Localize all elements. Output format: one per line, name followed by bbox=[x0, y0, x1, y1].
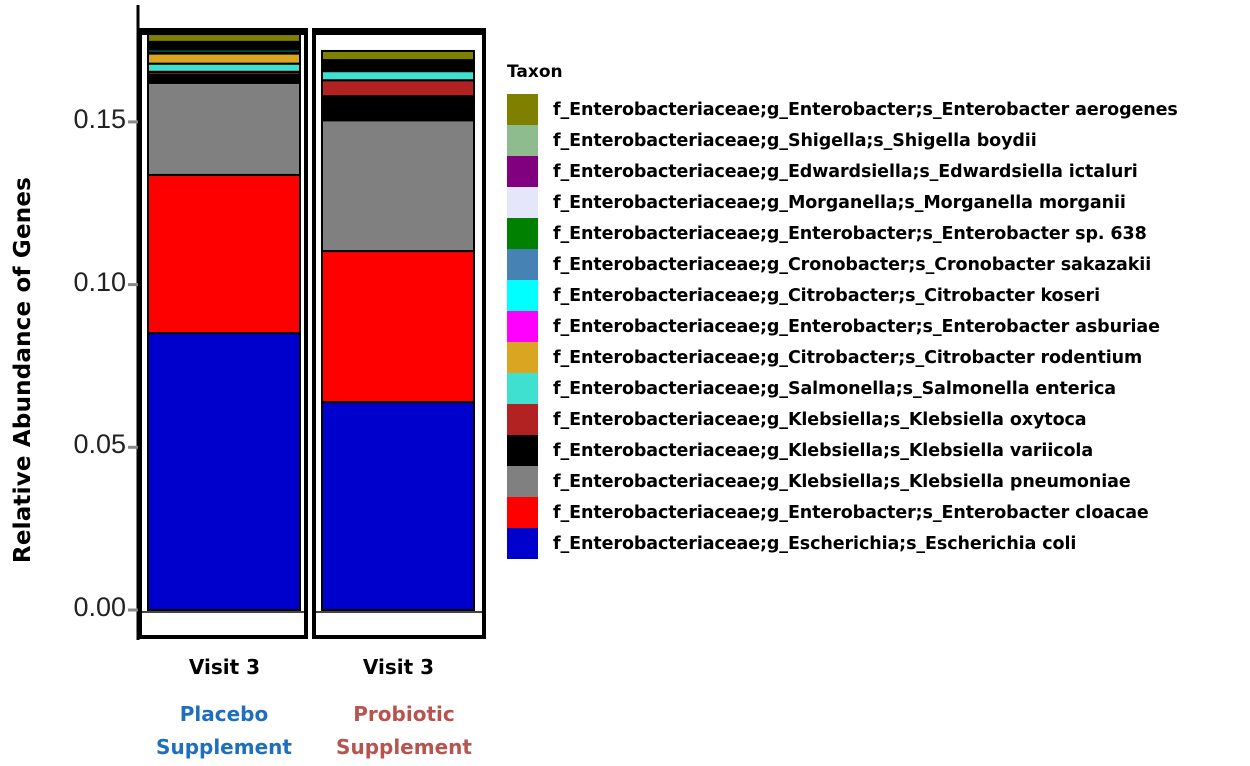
legend-item: f_Enterobacteriaceae;g_Enterobacter;s_En… bbox=[507, 218, 1178, 249]
legend-label: f_Enterobacteriaceae;g_Edwardsiella;s_Ed… bbox=[553, 161, 1138, 182]
group-label-placebo-line2: Supplement bbox=[156, 735, 292, 759]
legend-title: Taxon bbox=[507, 62, 563, 82]
legend-swatch bbox=[507, 94, 538, 125]
legend-swatch bbox=[507, 466, 538, 497]
legend-item: f_Enterobacteriaceae;g_Edwardsiella;s_Ed… bbox=[507, 156, 1178, 187]
bar-segment bbox=[147, 81, 301, 176]
legend-swatch bbox=[507, 342, 538, 373]
bar-stack bbox=[312, 31, 486, 639]
legend-label: f_Enterobacteriaceae;g_Klebsiella;s_Kleb… bbox=[553, 409, 1087, 430]
legend-label: f_Enterobacteriaceae;g_Enterobacter;s_En… bbox=[553, 502, 1149, 523]
legend-label: f_Enterobacteriaceae;g_Citrobacter;s_Cit… bbox=[553, 347, 1143, 368]
legend-swatch bbox=[507, 187, 538, 218]
legend-item: f_Enterobacteriaceae;g_Morganella;s_Morg… bbox=[507, 187, 1178, 218]
legend-swatch bbox=[507, 218, 538, 249]
legend-label: f_Enterobacteriaceae;g_Salmonella;s_Salm… bbox=[553, 378, 1116, 399]
legend-item: f_Enterobacteriaceae;g_Enterobacter;s_En… bbox=[507, 311, 1178, 342]
legend-item: f_Enterobacteriaceae;g_Citrobacter;s_Cit… bbox=[507, 280, 1178, 311]
legend-swatch bbox=[507, 404, 538, 435]
legend-swatch bbox=[507, 125, 538, 156]
y-tick-label-000: 0.00 bbox=[73, 592, 126, 622]
legend-label: f_Enterobacteriaceae;g_Citrobacter;s_Cit… bbox=[553, 285, 1100, 306]
legend-label: f_Enterobacteriaceae;g_Klebsiella;s_Kleb… bbox=[553, 440, 1094, 461]
bar-segment bbox=[321, 95, 475, 122]
legend-swatch bbox=[507, 373, 538, 404]
group-label-probiotic-line1: Probiotic bbox=[353, 702, 455, 726]
legend-swatch bbox=[507, 280, 538, 311]
bar-segment bbox=[147, 73, 301, 84]
legend-item: f_Enterobacteriaceae;g_Klebsiella;s_Kleb… bbox=[507, 435, 1178, 466]
legend-swatch bbox=[507, 528, 538, 559]
bar-segment bbox=[147, 62, 301, 73]
group-label-probiotic: Probiotic Supplement bbox=[309, 698, 499, 764]
legend-item: f_Enterobacteriaceae;g_Citrobacter;s_Cit… bbox=[507, 342, 1178, 373]
bar-segment bbox=[147, 52, 301, 65]
legend-swatch bbox=[507, 497, 538, 528]
legend-label: f_Enterobacteriaceae;g_Morganella;s_Morg… bbox=[553, 192, 1126, 213]
legend-item: f_Enterobacteriaceae;g_Enterobacter;s_En… bbox=[507, 497, 1178, 528]
legend-item: f_Enterobacteriaceae;g_Klebsiella;s_Kleb… bbox=[507, 404, 1178, 435]
bar-segment bbox=[321, 79, 475, 98]
group-label-placebo-line1: Placebo bbox=[179, 702, 269, 726]
x-category-placebo: Visit 3 bbox=[188, 655, 261, 679]
x-category-probiotic: Visit 3 bbox=[362, 655, 435, 679]
y-tick-label-010: 0.10 bbox=[73, 267, 126, 297]
bar-segment bbox=[321, 70, 475, 82]
bar-segment bbox=[321, 49, 475, 62]
y-axis-label: Relative Abundance of Genes bbox=[8, 120, 38, 620]
y-axis-title: Relative Abundance of Genes bbox=[10, 176, 36, 564]
legend-swatch bbox=[507, 311, 538, 342]
bar-segment bbox=[147, 173, 301, 335]
bar-frame-outline bbox=[312, 28, 486, 639]
legend-label: f_Enterobacteriaceae;g_Enterobacter;s_En… bbox=[553, 316, 1160, 337]
legend-item: f_Enterobacteriaceae;g_Enterobacter;s_En… bbox=[507, 94, 1178, 125]
legend-swatch bbox=[507, 435, 538, 466]
legend-label: f_Enterobacteriaceae;g_Cronobacter;s_Cro… bbox=[553, 254, 1152, 275]
legend-label: f_Enterobacteriaceae;g_Klebsiella;s_Kleb… bbox=[553, 471, 1131, 492]
bar-segment bbox=[147, 33, 301, 43]
legend-item: f_Enterobacteriaceae;g_Shigella;s_Shigel… bbox=[507, 125, 1178, 156]
y-tick-label-005: 0.05 bbox=[73, 429, 126, 459]
bar-segment bbox=[147, 332, 301, 611]
bar-segment bbox=[321, 250, 475, 404]
legend-label: f_Enterobacteriaceae;g_Enterobacter;s_En… bbox=[553, 223, 1147, 244]
legend-item: f_Enterobacteriaceae;g_Escherichia;s_Esc… bbox=[507, 528, 1178, 559]
group-label-probiotic-line2: Supplement bbox=[336, 735, 472, 759]
y-tick-label-015: 0.15 bbox=[73, 104, 126, 134]
legend-swatch bbox=[507, 156, 538, 187]
bars bbox=[138, 28, 486, 639]
legend-item: f_Enterobacteriaceae;g_Cronobacter;s_Cro… bbox=[507, 249, 1178, 280]
legend-label: f_Enterobacteriaceae;g_Enterobacter;s_En… bbox=[553, 99, 1178, 120]
bar-segment bbox=[321, 401, 475, 611]
legend: Taxon f_Enterobacteriaceae;g_Enterobacte… bbox=[507, 62, 1178, 559]
bar-frame-outline bbox=[138, 28, 308, 639]
legend-label: f_Enterobacteriaceae;g_Escherichia;s_Esc… bbox=[553, 533, 1077, 554]
legend-label: f_Enterobacteriaceae;g_Shigella;s_Shigel… bbox=[553, 130, 1037, 151]
legend-item: f_Enterobacteriaceae;g_Klebsiella;s_Kleb… bbox=[507, 466, 1178, 497]
legend-item: f_Enterobacteriaceae;g_Salmonella;s_Salm… bbox=[507, 373, 1178, 404]
legend-swatch bbox=[507, 249, 538, 280]
bar-stack bbox=[138, 31, 308, 639]
legend-items: f_Enterobacteriaceae;g_Enterobacter;s_En… bbox=[507, 94, 1178, 559]
bar-segment bbox=[321, 119, 475, 253]
group-label-placebo: Placebo Supplement bbox=[129, 698, 319, 764]
y-axis bbox=[128, 5, 140, 640]
